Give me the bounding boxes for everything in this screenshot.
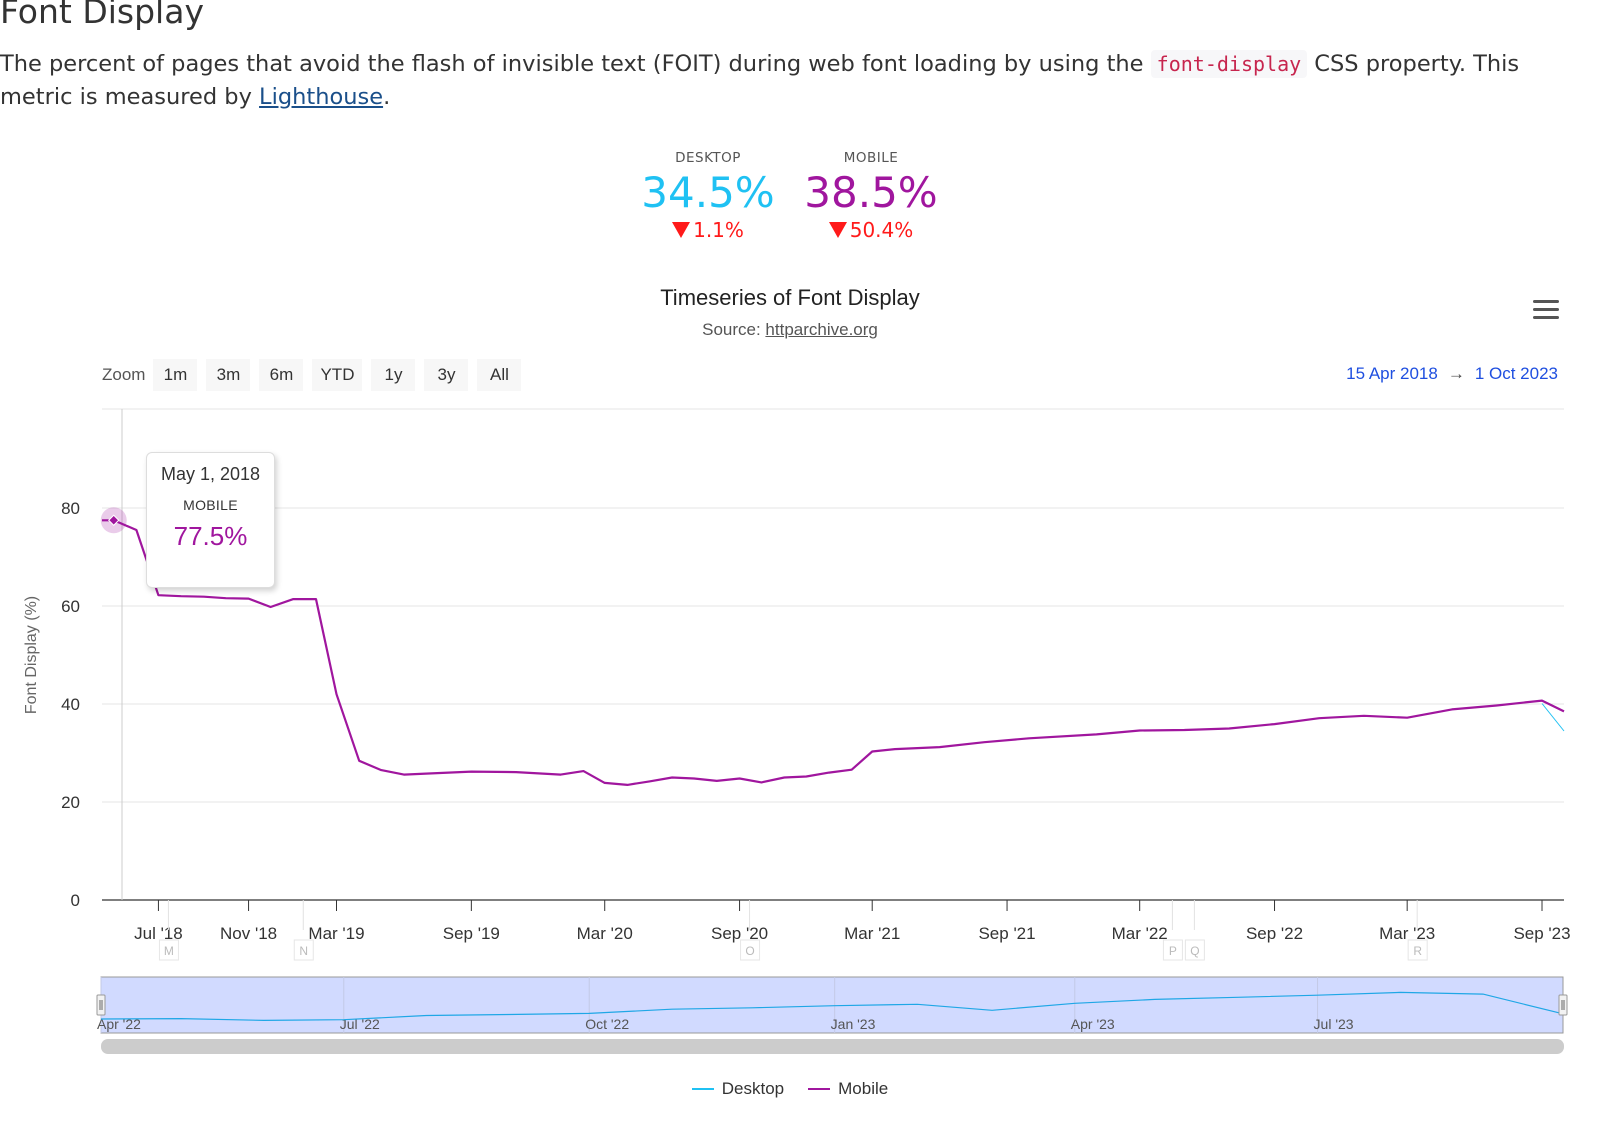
legend-swatch-desktop [691,1088,714,1090]
legend-item-mobile[interactable]: Mobile [808,1079,888,1099]
desktop-summary: DESKTOP 34.5% 1.1% [628,150,788,242]
tooltip-date: May 1, 2018 [160,464,261,484]
zoom-ytd-button[interactable]: YTD [312,359,363,391]
zoom-all-button[interactable]: All [477,359,522,391]
flag-box [1162,939,1183,961]
page-description: The percent of pages that avoid the flas… [0,48,1580,114]
zoom-3y-button[interactable]: 3y [424,359,469,391]
desktop-change-value: 1.1% [693,218,744,242]
x-tick-label: Sep '22 [1246,924,1303,943]
y-tick-label: 40 [61,695,80,714]
hamburger-menu-icon[interactable] [1533,300,1559,322]
flag-label: O [745,944,754,958]
legend: Desktop Mobile [0,1079,1580,1099]
y-tick-label: 60 [61,597,80,616]
mobile-label: MOBILE [843,150,899,166]
legend-swatch-mobile [808,1088,831,1090]
flag-label: R [1413,944,1422,958]
x-tick-label: Nov '18 [220,924,277,943]
x-tick-label: Sep '20 [711,924,768,943]
flag-label: N [299,944,308,958]
series-line-desktop [1541,703,1565,732]
chart-subtitle: Source: httparchive.org [0,320,1580,340]
description-text: The percent of pages that avoid the flas… [0,51,1151,77]
source-prefix: Source: [702,320,766,339]
x-tick-label: Mar '20 [577,924,633,943]
flag-label: P [1169,944,1177,958]
zoom-label: Zoom [102,365,146,384]
down-triangle-icon [828,222,847,238]
lighthouse-link[interactable]: Lighthouse [259,84,384,110]
legend-label-mobile: Mobile [838,1079,889,1098]
navigator-label: Apr '23 [1071,1016,1115,1032]
tooltip-value: 77.5% [173,521,248,551]
mobile-change: 50.4% [791,218,951,242]
x-tick-label: Mar '19 [308,924,364,943]
legend-label-desktop: Desktop [721,1079,785,1098]
y-axis: 0 20 40 60 80 [61,499,80,910]
x-tick-label: Mar '23 [1379,924,1435,943]
desktop-value: 34.5% [641,168,775,217]
description-end: . [383,84,391,110]
y-tick-label: 0 [71,891,80,910]
mobile-summary: MOBILE 38.5% 50.4% [791,150,951,242]
zoom-6m-button[interactable]: 6m [259,359,304,391]
range-to[interactable]: 1 Oct 2023 [1474,364,1558,383]
marker-point [108,514,120,526]
zoom-bar: Zoom 1m 3m 6m YTD 1y 3y All [102,359,530,391]
navigator-series [100,991,1564,1022]
desktop-change: 1.1% [628,218,788,242]
x-tick-label: Mar '21 [844,924,900,943]
range-from[interactable]: 15 Apr 2018 [1346,364,1438,383]
navigator-scrollbar [101,1039,1564,1054]
navigator-handle-left [96,994,106,1016]
zoom-1y-button[interactable]: 1y [371,359,416,391]
flag-box [1407,939,1428,961]
navigator-label: Apr '22 [97,1016,141,1032]
navigator-label: Oct '22 [585,1016,629,1032]
flag-label: M [164,944,174,958]
desktop-label: DESKTOP [675,150,741,166]
down-triangle-icon [672,222,691,238]
description-text-2: CSS property. This metric is measured by [0,51,1520,110]
series-lines [102,519,1565,786]
flag-box [740,939,761,961]
chart-title: Timeseries of Font Display [660,285,920,310]
x-axis: Jul '18 Nov '18 Mar '19 Sep '19 Mar '20 Sep '… [102,899,1571,943]
mobile-value: 38.5% [804,168,938,217]
x-tick-label: Sep '23 [1513,924,1570,943]
navigator-label: Jan '23 [831,1016,876,1032]
hover-marker [100,507,127,534]
zoom-1m-button[interactable]: 1m [153,359,198,391]
flag-label: Q [1190,944,1199,958]
flag-box [1184,939,1205,961]
x-tick-label: Sep '19 [443,924,500,943]
y-tick-label: 20 [61,793,80,812]
source-link[interactable]: httparchive.org [765,320,878,339]
date-range: 15 Apr 2018 → 1 Oct 2023 [1346,364,1558,384]
page-title: Font Display [0,0,204,31]
flag-box [158,939,179,961]
tooltip-series: MOBILE [183,497,238,513]
flag-box [293,939,314,961]
navigator-label: Jul '23 [1314,1016,1354,1032]
mobile-change-value: 50.4% [849,218,914,242]
grid-lines [102,408,1564,803]
legend-item-desktop[interactable]: Desktop [691,1079,785,1099]
font-display-code: font-display [1150,50,1308,78]
zoom-3m-button[interactable]: 3m [206,359,251,391]
navigator: Apr '22 Jul '22 Oct '22 Jan '23 Apr '23 Jul '… [96,976,1568,1054]
range-arrow: → [1447,364,1465,383]
series-line-mobile [102,519,1565,786]
y-tick-label: 80 [61,499,80,518]
x-tick-label: Sep '21 [978,924,1035,943]
y-axis-title: Font Display (%) [23,596,40,714]
navigator-label: Jul '22 [340,1016,380,1032]
navigator-handle-right [1558,994,1568,1016]
x-tick-label: Jul '18 [134,924,183,943]
tooltip: May 1, 2018 MOBILE 77.5% [146,452,275,588]
x-tick-label: Mar '22 [1112,924,1168,943]
